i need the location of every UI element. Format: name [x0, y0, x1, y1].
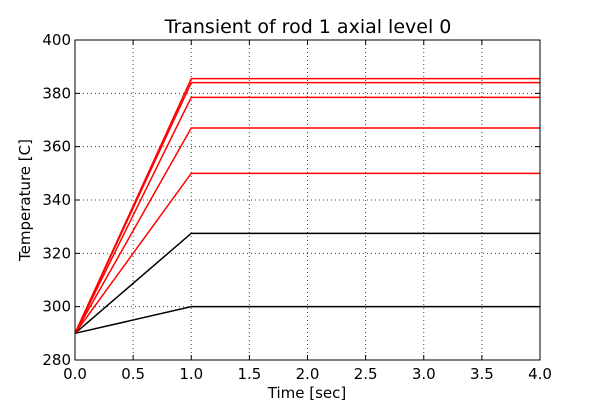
series-line-4	[74, 127, 540, 334]
y-tick-label: 280	[42, 351, 71, 369]
y-tick-label: 360	[42, 138, 71, 156]
chart-title: Transient of rod 1 axial level 0	[164, 16, 452, 38]
series-line-7	[74, 77, 540, 334]
y-tick-label: 400	[42, 31, 71, 49]
x-axis-label: Time [sec]	[267, 384, 346, 400]
x-tick-label: 2.5	[354, 365, 378, 383]
x-tick-label: 3.0	[412, 365, 436, 383]
y-tick-label: 300	[42, 298, 71, 316]
x-tick-label: 2.0	[296, 365, 320, 383]
x-tick-label: 1.5	[237, 365, 261, 383]
series-line-3	[74, 172, 540, 334]
series-line-5	[74, 96, 540, 334]
x-tick-label: 0.5	[121, 365, 145, 383]
series-line-2	[74, 232, 540, 334]
x-tick-labels: 0.0 0.5 1.0 1.5 2.0 2.5 3.0 3.5 4.0	[63, 365, 552, 383]
series-line-1	[74, 305, 540, 335]
x-tick-label: 3.5	[470, 365, 494, 383]
y-tick-label: 380	[42, 84, 71, 102]
axis-ticks	[74, 39, 541, 361]
x-tick-label: 0.0	[63, 365, 87, 383]
x-tick-label: 4.0	[528, 365, 552, 383]
grid-lines	[75, 40, 540, 360]
x-tick-label: 1.0	[179, 365, 203, 383]
y-tick-label: 320	[42, 244, 71, 262]
y-axis-label: Temperature [C]	[16, 139, 34, 262]
data-series	[74, 77, 540, 335]
y-tick-label: 340	[42, 191, 71, 209]
y-tick-labels: 280 300 320 340 360 380 400	[42, 31, 71, 369]
